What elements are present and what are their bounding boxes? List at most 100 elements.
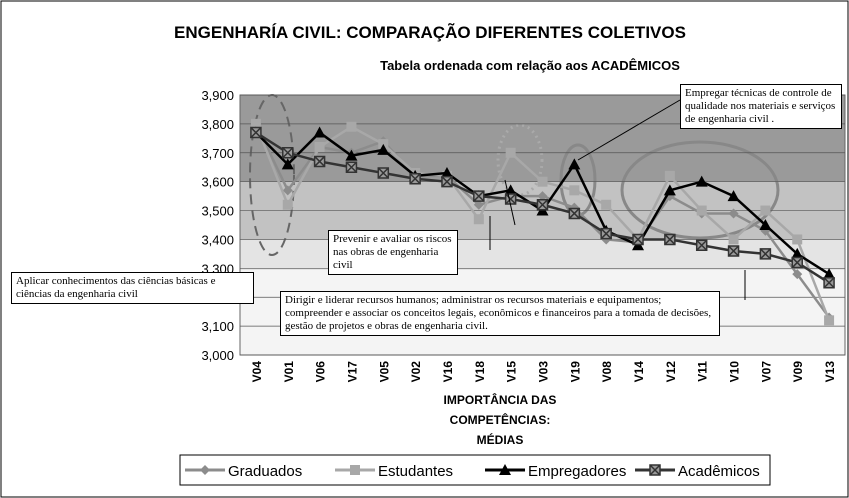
marker [696,205,707,216]
marker [282,147,294,159]
x-tick-label: V08 [600,361,614,383]
marker [601,199,612,210]
marker [281,158,294,170]
x-tick-label: V04 [250,361,264,383]
x-tick-label: V07 [759,361,773,383]
marker [791,247,804,259]
x-tick-label: V09 [791,361,805,383]
marker [537,191,548,202]
marker [695,175,708,187]
x-tick-label: V17 [345,361,359,383]
x-axis-label: IMPORTÂNCIA DAS [444,392,557,407]
y-tick-label: 3,800 [201,117,234,132]
marker [499,464,511,475]
legend-label: Estudantes [378,463,453,480]
y-tick-label: 3,500 [201,204,234,219]
x-tick-label: V13 [823,361,837,383]
marker [505,147,516,158]
marker [759,219,772,230]
marker [792,269,803,280]
marker [663,184,676,196]
x-tick-label: V06 [314,361,328,383]
marker [350,465,360,475]
arrow [577,99,681,161]
marker [313,155,326,168]
marker [568,207,581,220]
marker [569,185,580,196]
annotation: Prevenir e avaliar os riscos nas obras d… [328,230,458,275]
marker [760,205,771,216]
legend-label: Acadêmicos [678,463,760,480]
marker [632,233,644,246]
y-tick-label: 3,400 [201,232,234,247]
x-axis-label: COMPETÊNCIAS: [450,412,551,427]
marker [537,176,548,187]
x-tick-label: V19 [568,361,582,383]
x-tick-label: V02 [409,361,423,383]
marker [473,190,485,202]
marker [250,126,262,139]
marker [504,193,517,205]
marker [346,121,357,132]
x-tick-label: V03 [537,361,551,383]
marker [728,208,739,219]
marker [282,199,293,210]
marker [345,161,358,173]
marker [440,167,453,178]
x-tick-label: V01 [282,361,296,383]
x-tick-label: V10 [728,361,742,383]
marker [536,199,549,211]
marker [345,149,358,161]
marker [792,234,803,245]
marker [568,158,581,170]
marker [473,199,484,210]
y-tick-label: 3,100 [201,319,234,334]
marker [695,239,708,251]
annotation: Dirigir e liderar recursos humanos; admi… [280,291,720,336]
marker [727,245,740,257]
x-tick-label: V12 [664,361,678,383]
y-tick-label: 3,700 [201,146,234,161]
x-tick-label: V18 [473,361,487,383]
marker [200,465,210,475]
x-tick-label: V14 [632,361,646,383]
x-tick-label: V05 [377,361,391,383]
chart-title: ENGENHARÍA CIVIL: COMPARAÇÃO DIFERENTES … [174,22,686,42]
marker [377,167,390,179]
x-axis-label: MÉDIAS [477,432,524,447]
marker [441,175,453,188]
annotation: Empregar técnicas de controle de qualida… [680,84,842,129]
marker [824,315,835,326]
x-tick-label: V11 [696,361,710,382]
marker [282,185,293,196]
arrow [504,179,516,226]
marker [791,256,803,269]
chart-subtitle: Tabela ordenada com relação aos ACADÊMIC… [380,58,680,73]
marker [664,170,675,181]
y-tick-label: 3,600 [201,175,234,190]
marker [823,268,836,280]
annotation: Aplicar conhecimentos das ciências básic… [11,272,254,304]
marker [314,142,325,152]
marker [250,118,261,129]
marker [473,214,484,225]
marker [600,227,612,240]
marker [649,464,661,476]
marker [759,248,772,260]
marker [823,277,835,289]
marker [664,233,676,246]
marker [728,234,739,245]
x-tick-label: V15 [505,361,519,383]
marker [409,173,421,185]
y-tick-label: 3,900 [201,88,234,103]
marker [377,143,390,155]
y-tick-label: 3,000 [201,348,234,363]
highlight-ellipse [496,123,544,197]
marker [727,190,740,202]
highlight-ellipse [620,140,780,240]
legend-label: Graduados [228,463,302,480]
x-tick-label: V16 [441,361,455,383]
marker [313,126,326,138]
legend-label: Empregadores [528,463,626,480]
